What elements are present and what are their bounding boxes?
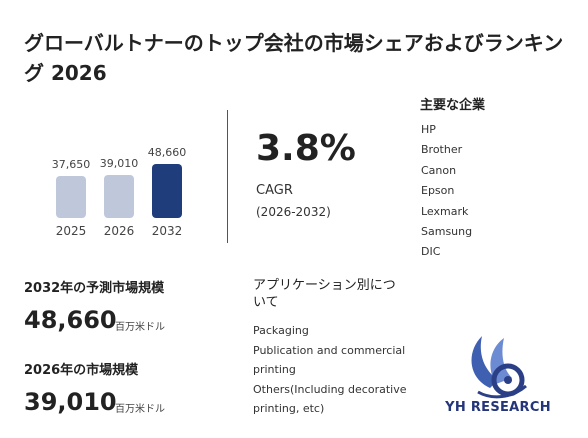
bar-year-label: 2025 — [55, 224, 87, 238]
company-item: Samsung — [421, 224, 473, 238]
bar-value-label: 48,660 — [147, 146, 187, 159]
cagr-label: CAGR — [256, 183, 293, 198]
current-value: 39,010 — [24, 388, 117, 416]
company-item: Epson — [421, 184, 455, 198]
bar-year-label: 2032 — [151, 224, 183, 238]
applications-heading: アプリケーション別について — [253, 278, 396, 310]
current-unit: 百万米ドル — [115, 404, 165, 415]
companies-list: HP Brother Canon Epson Lexmark Samsung D… — [421, 120, 472, 263]
company-item: Lexmark — [421, 204, 469, 218]
companies-heading: 主要な企業 — [420, 98, 486, 113]
forecast-label: 2032年の予測市場規模 — [24, 281, 165, 296]
logo-text: YH RESEARCH — [445, 400, 551, 415]
company-item: Brother — [421, 143, 463, 157]
cagr-value: 3.8% — [256, 128, 356, 169]
divider — [227, 110, 228, 243]
forecast-value: 48,660 — [24, 306, 117, 334]
application-item: Packaging — [253, 324, 309, 337]
company-item: HP — [421, 123, 436, 136]
bar-year-label: 2026 — [103, 224, 135, 238]
current-label: 2026年の市場規模 — [24, 363, 139, 378]
applications-list: Packaging Publication and commercial pri… — [253, 321, 413, 419]
company-item: Canon — [421, 163, 457, 177]
forecast-unit: 百万米ドル — [115, 322, 165, 333]
bar — [104, 175, 134, 218]
page-title: グローバルトナーのトップ会社の市場シェアおよびランキング 2026 — [24, 31, 564, 85]
bar-value-label: 37,650 — [51, 158, 91, 171]
company-item: DIC — [421, 245, 441, 259]
bar — [56, 176, 86, 218]
market-size-bar-chart: 37,650 2025 39,010 2026 48,660 2032 — [40, 140, 210, 250]
application-item: Others(Including decorative printing, et… — [253, 382, 407, 416]
application-item: Publication and commercial printing — [253, 343, 406, 377]
bar — [152, 164, 182, 218]
yh-research-logo-icon — [471, 336, 527, 399]
cagr-period: (2026-2032) — [256, 205, 331, 219]
bar-value-label: 39,010 — [99, 157, 139, 170]
